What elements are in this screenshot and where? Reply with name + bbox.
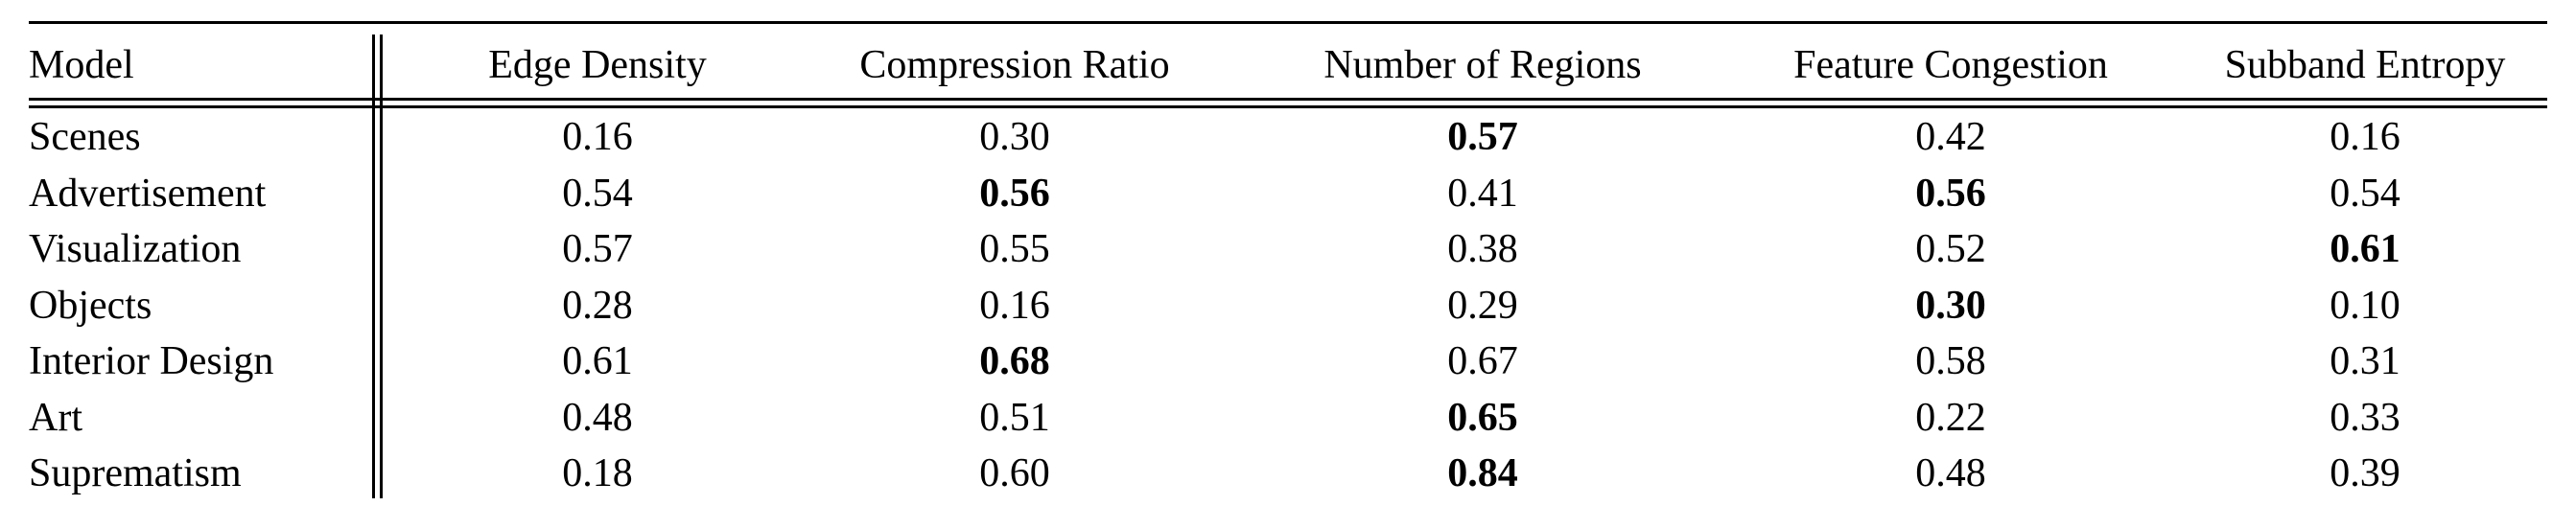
- row-model-label: Interior Design: [29, 339, 274, 383]
- cell-subband-entropy: 0.33: [2330, 395, 2400, 440]
- cell-compression-ratio: 0.55: [979, 227, 1050, 271]
- cell-number-of-regions: 0.84: [1447, 451, 1518, 495]
- cell-feature-congestion: 0.30: [1915, 283, 1986, 328]
- cell-edge-density: 0.48: [562, 395, 633, 440]
- row-model-label: Objects: [29, 283, 152, 328]
- header-rule-lower: [29, 105, 2547, 108]
- cell-subband-entropy: 0.61: [2330, 227, 2400, 271]
- cell-edge-density: 0.61: [562, 339, 633, 383]
- row-model-label: Art: [29, 395, 82, 440]
- table-row: Objects 0.28 0.16 0.29 0.30 0.10: [29, 278, 2547, 334]
- table-row: Advertisement 0.54 0.56 0.41 0.56 0.54: [29, 166, 2547, 221]
- cell-compression-ratio: 0.60: [979, 451, 1050, 495]
- cell-feature-congestion: 0.52: [1915, 227, 1986, 271]
- table-row: Interior Design 0.61 0.68 0.67 0.58 0.31: [29, 334, 2547, 389]
- header-model: Model: [29, 43, 134, 87]
- cell-edge-density: 0.16: [562, 115, 633, 159]
- table-row: Suprematism 0.18 0.60 0.84 0.48 0.39: [29, 446, 2547, 501]
- cell-number-of-regions: 0.67: [1447, 339, 1518, 383]
- cell-feature-congestion: 0.58: [1915, 339, 1986, 383]
- header-rule-upper: [29, 98, 2547, 101]
- column-separator-left: [372, 34, 375, 498]
- table-header-row: Model Edge Density Compression Ratio Num…: [29, 34, 2547, 96]
- cell-compression-ratio: 0.30: [979, 115, 1050, 159]
- cell-edge-density: 0.57: [562, 227, 633, 271]
- header-subband-entropy: Subband Entropy: [2224, 43, 2506, 87]
- cell-number-of-regions: 0.41: [1447, 171, 1518, 216]
- header-number-of-regions: Number of Regions: [1323, 43, 1642, 87]
- header-feature-congestion: Feature Congestion: [1793, 43, 2108, 87]
- cell-feature-congestion: 0.22: [1915, 395, 1986, 440]
- cell-subband-entropy: 0.31: [2330, 339, 2400, 383]
- cell-compression-ratio: 0.51: [979, 395, 1050, 440]
- cell-edge-density: 0.18: [562, 451, 633, 495]
- row-model-label: Advertisement: [29, 171, 267, 216]
- cell-edge-density: 0.54: [562, 171, 633, 216]
- cell-number-of-regions: 0.65: [1447, 395, 1518, 440]
- cell-compression-ratio: 0.68: [979, 339, 1050, 383]
- header-edge-density: Edge Density: [488, 43, 707, 87]
- cell-feature-congestion: 0.56: [1915, 171, 1986, 216]
- cell-subband-entropy: 0.39: [2330, 451, 2400, 495]
- table-row: Scenes 0.16 0.30 0.57 0.42 0.16: [29, 109, 2547, 165]
- row-model-label: Scenes: [29, 115, 141, 159]
- row-model-label: Visualization: [29, 227, 242, 271]
- cell-number-of-regions: 0.29: [1447, 283, 1518, 328]
- cell-compression-ratio: 0.16: [979, 283, 1050, 328]
- row-model-label: Suprematism: [29, 451, 242, 495]
- cell-edge-density: 0.28: [562, 283, 633, 328]
- table-row: Art 0.48 0.51 0.65 0.22 0.33: [29, 390, 2547, 446]
- cell-feature-congestion: 0.48: [1915, 451, 1986, 495]
- table-row: Visualization 0.57 0.55 0.38 0.52 0.61: [29, 221, 2547, 277]
- cell-subband-entropy: 0.16: [2330, 115, 2400, 159]
- header-compression-ratio: Compression Ratio: [859, 43, 1170, 87]
- column-separator-right: [380, 34, 383, 498]
- cell-subband-entropy: 0.10: [2330, 283, 2400, 328]
- cell-compression-ratio: 0.56: [979, 171, 1050, 216]
- cell-number-of-regions: 0.57: [1447, 115, 1518, 159]
- cell-subband-entropy: 0.54: [2330, 171, 2400, 216]
- cell-number-of-regions: 0.38: [1447, 227, 1518, 271]
- top-rule: [29, 21, 2547, 24]
- cell-feature-congestion: 0.42: [1915, 115, 1986, 159]
